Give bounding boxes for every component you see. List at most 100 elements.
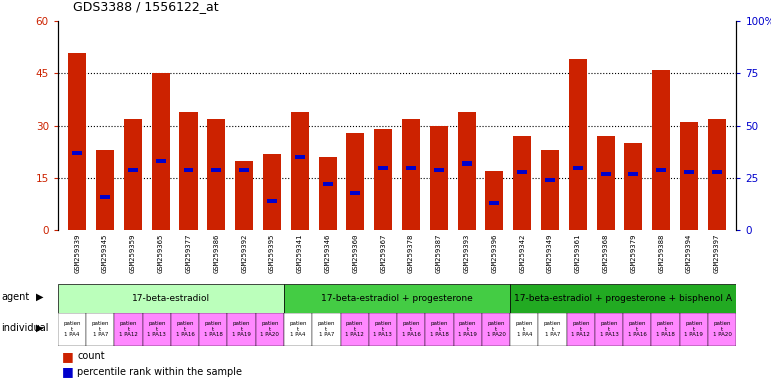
Bar	[402, 119, 420, 230]
Bar	[96, 150, 114, 230]
Bar	[434, 168, 444, 172]
Bar	[545, 178, 555, 182]
Bar	[651, 313, 680, 346]
Bar	[541, 150, 559, 230]
Bar	[295, 155, 305, 159]
Text: patien
t
1 PA7: patien t 1 PA7	[544, 321, 561, 337]
Bar	[708, 313, 736, 346]
Bar	[656, 168, 666, 172]
Bar	[625, 143, 642, 230]
Bar	[128, 168, 138, 172]
Text: patien
t
1 PA19: patien t 1 PA19	[458, 321, 477, 337]
Bar	[350, 190, 360, 195]
Text: GDS3388 / 1556122_at: GDS3388 / 1556122_at	[73, 0, 219, 13]
Bar	[426, 313, 453, 346]
Bar	[171, 313, 199, 346]
Bar	[379, 166, 388, 170]
Bar	[510, 313, 538, 346]
Bar	[312, 313, 341, 346]
Text: 17-beta-estradiol + progesterone + bisphenol A: 17-beta-estradiol + progesterone + bisph…	[514, 294, 732, 303]
Text: GSM259396: GSM259396	[491, 233, 497, 273]
Bar	[239, 168, 249, 172]
Bar	[227, 313, 256, 346]
Text: agent: agent	[2, 292, 30, 302]
Bar	[684, 170, 694, 174]
Text: GSM259397: GSM259397	[714, 233, 720, 273]
Bar	[284, 313, 312, 346]
Text: ■: ■	[62, 365, 73, 378]
Bar	[211, 168, 221, 172]
Text: patien
t
1 PA16: patien t 1 PA16	[402, 321, 421, 337]
Text: patien
t
1 PA7: patien t 1 PA7	[318, 321, 335, 337]
Bar	[284, 284, 510, 313]
Bar	[482, 313, 510, 346]
Text: GSM259394: GSM259394	[686, 233, 692, 273]
Text: GSM259365: GSM259365	[158, 233, 163, 273]
Text: GSM259339: GSM259339	[74, 233, 80, 273]
Bar	[573, 166, 583, 170]
Bar	[538, 313, 567, 346]
Text: patien
t
1 PA13: patien t 1 PA13	[147, 321, 167, 337]
Bar	[318, 157, 337, 230]
Text: patien
t
1 PA18: patien t 1 PA18	[204, 321, 223, 337]
Bar	[341, 313, 369, 346]
Bar	[680, 122, 698, 230]
Bar	[124, 119, 142, 230]
Text: patien
t
1 PA20: patien t 1 PA20	[712, 321, 732, 337]
Bar	[569, 60, 587, 230]
Bar	[462, 161, 472, 166]
Bar	[267, 199, 277, 203]
Bar	[183, 168, 194, 172]
Bar	[623, 313, 651, 346]
Bar	[490, 201, 500, 205]
Text: patien
t
1 PA18: patien t 1 PA18	[656, 321, 675, 337]
Bar	[86, 313, 114, 346]
Text: patien
t
1 PA20: patien t 1 PA20	[487, 321, 506, 337]
Text: GSM259361: GSM259361	[575, 233, 581, 273]
Text: individual: individual	[2, 323, 49, 333]
Bar	[708, 119, 726, 230]
Text: GSM259395: GSM259395	[269, 233, 275, 273]
Bar	[595, 313, 623, 346]
Text: patien
t
1 PA16: patien t 1 PA16	[176, 321, 194, 337]
Bar	[486, 171, 503, 230]
Bar	[567, 313, 595, 346]
Text: patien
t
1 PA13: patien t 1 PA13	[600, 321, 618, 337]
Text: patien
t
1 PA12: patien t 1 PA12	[119, 321, 138, 337]
Bar	[235, 161, 253, 230]
Text: GSM259387: GSM259387	[436, 233, 442, 273]
Text: GSM259392: GSM259392	[241, 233, 247, 273]
Bar	[152, 73, 170, 230]
Text: GSM259393: GSM259393	[463, 233, 470, 273]
Bar	[652, 70, 670, 230]
Text: ■: ■	[62, 350, 73, 363]
Text: GSM259349: GSM259349	[547, 233, 553, 273]
Bar	[513, 136, 531, 230]
Text: 17-beta-estradiol + progesterone: 17-beta-estradiol + progesterone	[322, 294, 473, 303]
Bar	[346, 133, 365, 230]
Text: GSM259360: GSM259360	[352, 233, 359, 273]
Text: patien
t
1 PA7: patien t 1 PA7	[92, 321, 109, 337]
Bar	[58, 284, 284, 313]
Bar	[114, 313, 143, 346]
Text: GSM259379: GSM259379	[631, 233, 636, 273]
Text: GSM259342: GSM259342	[519, 233, 525, 273]
Bar	[429, 126, 448, 230]
Bar	[156, 159, 166, 164]
Bar	[100, 195, 110, 199]
Text: 17-beta-estradiol: 17-beta-estradiol	[132, 294, 210, 303]
Bar	[291, 112, 308, 230]
Bar	[143, 313, 171, 346]
Bar	[510, 284, 736, 313]
Bar	[628, 172, 638, 176]
Text: GSM259386: GSM259386	[214, 233, 219, 273]
Bar	[199, 313, 227, 346]
Text: patien
t
1 PA18: patien t 1 PA18	[430, 321, 449, 337]
Text: patien
t
1 PA19: patien t 1 PA19	[232, 321, 251, 337]
Text: patien
t
1 PA16: patien t 1 PA16	[628, 321, 647, 337]
Text: GSM259345: GSM259345	[102, 233, 108, 273]
Text: percentile rank within the sample: percentile rank within the sample	[77, 367, 242, 377]
Bar	[72, 151, 82, 155]
Bar	[207, 119, 225, 230]
Text: patien
t
1 PA4: patien t 1 PA4	[289, 321, 307, 337]
